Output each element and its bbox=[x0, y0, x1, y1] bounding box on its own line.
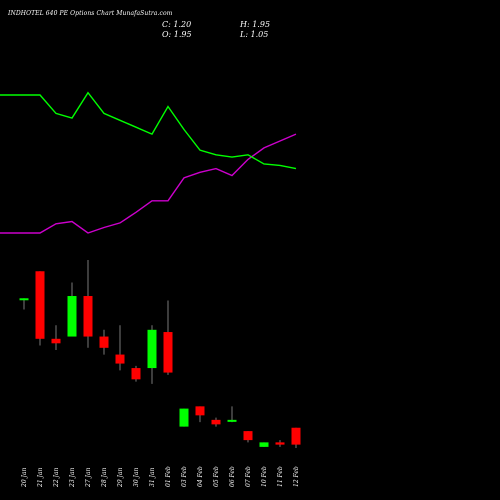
candle-body bbox=[227, 419, 237, 422]
candle-body bbox=[83, 296, 93, 337]
x-tick-label: 28 Jan bbox=[101, 467, 108, 488]
x-tick-label: 04 Feb bbox=[197, 466, 204, 487]
x-tick-label: 27 Jan bbox=[85, 467, 92, 488]
candle-body bbox=[35, 271, 45, 339]
candle-body bbox=[115, 354, 125, 364]
chart-title: INDHOTEL 640 PE Options Chart MunafaSutr… bbox=[8, 10, 173, 17]
candle-body bbox=[19, 298, 29, 301]
candle-body bbox=[99, 336, 109, 348]
low-value: L: 1.05 bbox=[240, 30, 269, 39]
green-line-series bbox=[0, 91, 297, 170]
candle-body bbox=[243, 431, 253, 441]
candle-body bbox=[131, 368, 141, 380]
x-tick-label: 29 Jan bbox=[117, 467, 124, 488]
purple-line-series bbox=[0, 133, 297, 234]
candle-body bbox=[259, 442, 269, 447]
x-tick-label: 06 Feb bbox=[229, 466, 236, 487]
x-tick-label: 10 Feb bbox=[261, 466, 268, 487]
x-tick-label: 05 Feb bbox=[213, 466, 220, 487]
x-tick-label: 01 Feb bbox=[165, 466, 172, 487]
x-axis-labels: 20 Jan 21 Jan 22 Jan 23 Jan 27 Jan 28 Jan 29 J… bbox=[21, 466, 300, 488]
x-tick-label: 03 Feb bbox=[181, 466, 188, 487]
x-tick-label: 30 Jan bbox=[133, 467, 140, 487]
candlesticks bbox=[19, 260, 301, 448]
open-value: O: 1.95 bbox=[162, 30, 192, 39]
candle-body bbox=[291, 427, 301, 445]
x-tick-label: 22 Jan bbox=[53, 467, 60, 488]
x-tick-label: 07 Feb bbox=[245, 466, 252, 487]
close-value: C: 1.20 bbox=[162, 20, 192, 29]
x-tick-label: 21 Jan bbox=[37, 467, 44, 488]
candle-body bbox=[195, 406, 205, 416]
high-value: H: 1.95 bbox=[240, 20, 271, 29]
candle-body bbox=[67, 296, 77, 337]
candle-body bbox=[179, 408, 189, 427]
candle-body bbox=[147, 329, 157, 369]
candle-body bbox=[275, 442, 285, 445]
candle-body bbox=[51, 338, 61, 344]
x-tick-label: 31 Jan bbox=[149, 467, 156, 487]
x-tick-label: 23 Jan bbox=[69, 467, 76, 488]
x-tick-label: 20 Jan bbox=[21, 467, 28, 488]
candle-body bbox=[211, 419, 221, 425]
x-tick-label: 11 Feb bbox=[277, 466, 284, 487]
indicator-lines bbox=[0, 91, 297, 234]
x-tick-label: 12 Feb bbox=[293, 466, 300, 487]
candle-body bbox=[163, 332, 173, 373]
